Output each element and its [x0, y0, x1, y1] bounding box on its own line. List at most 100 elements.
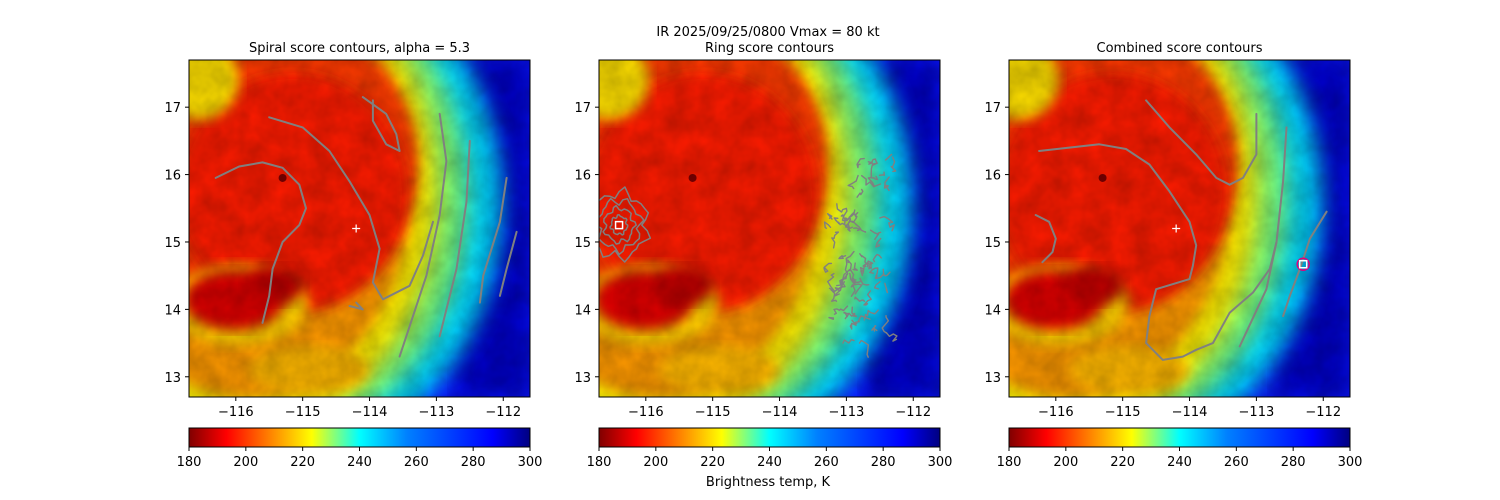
x-tick-label: −116: [1038, 405, 1074, 420]
noisy-contour-fragment: [854, 296, 866, 302]
score-contour-2: [1034, 214, 1057, 264]
colorbar-tick-label: 240: [757, 455, 782, 470]
y-tick-label: 15: [984, 236, 1001, 251]
y-tick-label: 17: [574, 101, 591, 116]
x-tick-label: −115: [285, 405, 321, 420]
score-contour-3: [348, 301, 364, 311]
noisy-contour-fragment: [833, 217, 839, 224]
center-cross-marker: [1172, 224, 1181, 233]
x-tick-label: −113: [829, 405, 865, 420]
noisy-contour-fragment: [875, 268, 885, 280]
noisy-contour-fragment: [884, 153, 893, 161]
noisy-contour-fragment: [885, 331, 898, 342]
x-tick-label: −114: [352, 405, 388, 420]
colorbar-tick-label: 280: [871, 455, 896, 470]
x-tick-label: −115: [695, 405, 731, 420]
noisy-contour-fragment: [875, 237, 882, 248]
noisy-contour-fragment: [863, 290, 872, 306]
noisy-contour-fragment: [828, 316, 835, 320]
noisy-contour-fragment: [837, 221, 853, 232]
noisy-contour-fragment: [884, 282, 889, 294]
noisy-contour-fragment: [876, 231, 882, 237]
x-tick-label: −113: [1239, 405, 1275, 420]
y-tick-label: 15: [574, 236, 591, 251]
noisy-contour-fragment: [845, 211, 855, 221]
y-tick-label: 13: [164, 371, 181, 386]
score-contour-3: [1145, 99, 1258, 186]
noisy-contour-fragment: [836, 274, 848, 287]
noisy-contour-fragment: [853, 227, 861, 232]
center-cross-marker: [352, 224, 361, 233]
panel-2: Ring score contours −116 −115 −114 −113 −112 1…: [574, 41, 952, 470]
score-contour-4: [361, 96, 401, 152]
noisy-contour-fragment: [858, 226, 867, 233]
panel-3: Combined score contours −116 −115 −114 −113 −…: [984, 41, 1362, 470]
y-tick-label: 16: [164, 169, 181, 184]
noisy-contour-fragment: [859, 253, 869, 268]
y-tick-label: 17: [164, 101, 181, 116]
combined-center-ring: [1296, 257, 1310, 271]
colorbar-label: Brightness temp, K: [706, 475, 831, 490]
colorbar-tick-label: 240: [1167, 455, 1192, 470]
noisy-contour-fragment: [844, 306, 858, 320]
panel-title: Combined score contours: [1097, 41, 1263, 56]
noisy-contour-fragment: [858, 339, 869, 358]
y-tick-label: 13: [984, 371, 1001, 386]
score-contour-7: [478, 176, 508, 304]
noisy-contour-fragment: [847, 174, 859, 190]
colorbar-tick-label: 260: [404, 455, 429, 470]
noisy-contour-fragment: [872, 253, 882, 263]
noisy-contour-fragment: [854, 315, 871, 325]
panel-1: Spiral score contours, alpha = 5.3 −116 −1…: [164, 41, 543, 470]
y-tick-label: 15: [164, 236, 181, 251]
colorbar-tick-label: 260: [1224, 455, 1249, 470]
ring-contour-3: [599, 197, 645, 256]
noisy-contour-fragment: [873, 280, 881, 290]
noisy-contour-fragment: [823, 262, 833, 273]
x-tick-label: −112: [895, 405, 931, 420]
noisy-contour-fragment: [871, 325, 878, 332]
brightness-temp-image: [1009, 60, 1350, 397]
noisy-contour-fragment: [831, 231, 840, 249]
noisy-contour-fragment: [867, 175, 879, 187]
noisy-contour-fragment: [827, 272, 836, 293]
brightness-temp-image: [189, 60, 530, 397]
ir-texture: [599, 60, 940, 397]
score-contour-1: [1038, 143, 1278, 361]
colorbar: [188, 427, 531, 448]
x-tick-label: −112: [485, 405, 521, 420]
noisy-contour-fragment: [838, 254, 847, 260]
x-tick-label: −115: [1105, 405, 1141, 420]
noisy-contour-fragment: [852, 277, 862, 284]
colorbar-tick-label: 180: [997, 455, 1022, 470]
colorbar-tick-label: 240: [347, 455, 372, 470]
colorbar-tick-label: 200: [643, 455, 668, 470]
noisy-contour-fragment: [863, 309, 879, 321]
colorbar-tick-label: 280: [461, 455, 486, 470]
score-contour-1: [214, 161, 307, 324]
colorbar-tick-label: 300: [518, 455, 543, 470]
x-tick-label: −116: [628, 405, 664, 420]
colorbar-tick-label: 220: [290, 455, 315, 470]
noisy-contour-fragment: [879, 215, 895, 232]
score-contour-8: [498, 230, 518, 297]
noisy-contour-fragment: [823, 221, 832, 229]
contour-group: [599, 153, 898, 358]
colorbar: [598, 427, 941, 448]
score-contour-4: [1238, 126, 1288, 348]
colorbar-tick-label: 260: [814, 455, 839, 470]
y-tick-label: 16: [984, 169, 1001, 184]
noisy-contour-fragment: [869, 267, 879, 279]
ring-contour-2: [602, 204, 637, 245]
panel-title: Ring score contours: [705, 41, 834, 56]
noisy-contour-fragment: [859, 267, 865, 276]
x-tick-label: −113: [419, 405, 455, 420]
y-tick-label: 14: [574, 303, 591, 318]
noisy-contour-fragment: [866, 260, 874, 270]
noisy-contour-fragment: [883, 176, 890, 192]
axes-frame: [598, 59, 941, 398]
noisy-contour-fragment: [849, 272, 863, 295]
score-contour-2: [268, 116, 434, 301]
noisy-contour-fragment: [878, 171, 885, 176]
